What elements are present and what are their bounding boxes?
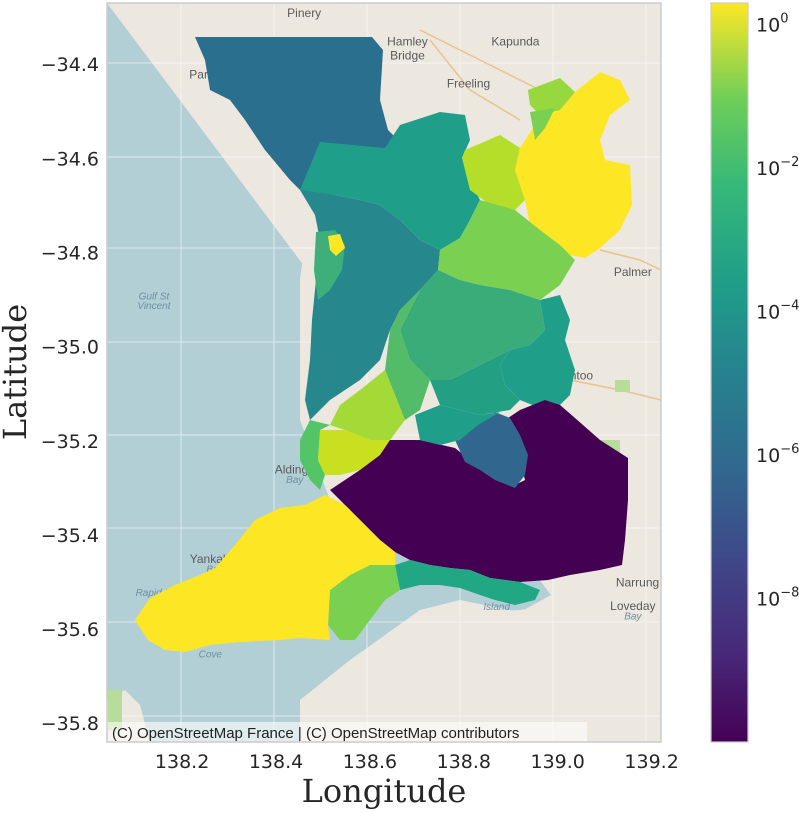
region-light-green-1 <box>462 135 525 210</box>
region-central-green-2 <box>385 290 430 420</box>
place-label: Loveday <box>610 599 655 613</box>
x-tick-label: 138.4 <box>249 751 303 773</box>
x-tick-label: 139.2 <box>624 751 678 773</box>
y-tick-label: −35.6 <box>41 619 99 641</box>
y-axis-title: Latitude <box>0 304 34 440</box>
x-tick-label: 138.6 <box>343 751 397 773</box>
place-label: Bay <box>286 475 304 486</box>
x-tick-label: 138.2 <box>155 751 209 773</box>
region-central-green <box>400 270 545 380</box>
region-light-green-2 <box>438 200 575 300</box>
place-label: Hamley <box>387 34 428 48</box>
colorbar-tick-label: 10−2 <box>756 155 799 180</box>
place-label: Bay <box>624 612 642 623</box>
place-label: Pinery <box>287 6 321 20</box>
park-patch <box>615 380 630 392</box>
region-port <box>328 234 345 256</box>
place-label: Kapunda <box>491 34 539 48</box>
place-label: Vincent <box>137 301 171 312</box>
region-north-teal <box>300 112 480 250</box>
y-axis: −34.4 −34.6 −34.8 −35.0 −35.2 −35.4 −35.6 −35.8 <box>41 54 99 735</box>
place-label: Gulf St <box>139 292 171 303</box>
colorbar: 100 10−2 10−4 10−6 10−8 <box>710 2 799 743</box>
place-label: Palmer <box>614 265 652 279</box>
region-sw-light <box>330 370 405 440</box>
y-tick-label: −34.4 <box>41 54 99 76</box>
x-axis-title: Longitude <box>302 772 467 810</box>
colorbar-ticks: 100 10−2 10−4 10−6 10−8 <box>756 12 799 611</box>
map-plot-area: PineryHamleyBridgeKapundaParhamFreelingP… <box>107 3 661 742</box>
colorbar-tick-label: 10−8 <box>756 586 799 611</box>
place-label: Bridge <box>390 48 425 62</box>
y-tick-label: −35.8 <box>41 713 99 735</box>
region-southeast <box>330 400 628 582</box>
y-tick-label: −35.0 <box>41 337 99 359</box>
region-southwest <box>135 495 395 652</box>
land-south <box>380 590 661 742</box>
attribution-text: (C) OpenStreetMap France | (C) OpenStree… <box>112 725 519 742</box>
region-ne-strip <box>530 108 555 140</box>
y-tick-label: −34.6 <box>41 148 99 170</box>
y-tick-label: −35.2 <box>41 431 99 453</box>
y-tick-label: −34.8 <box>41 242 99 264</box>
region-dark-blue <box>455 412 528 488</box>
y-tick-label: −35.4 <box>41 525 99 547</box>
choropleth <box>135 37 632 652</box>
colorbar-frame <box>710 2 749 743</box>
plot-frame <box>106 2 662 743</box>
place-label: Island <box>483 602 510 613</box>
region-sw-green <box>300 420 330 490</box>
region-east-teal-2 <box>430 350 520 415</box>
region-ne-small <box>528 78 575 115</box>
region-east-strip <box>415 405 500 445</box>
colorbar-tick-label: 10−6 <box>756 442 799 467</box>
x-tick-label: 138.8 <box>437 751 491 773</box>
region-sw-yellowgreen <box>318 430 390 475</box>
x-tick-label: 139.0 <box>531 751 585 773</box>
region-east-teal <box>500 295 575 408</box>
region-south-coastal <box>395 560 540 605</box>
attribution-bg <box>107 722 587 742</box>
place-label: Cove <box>199 649 223 660</box>
place-label: Narrung <box>616 576 659 590</box>
park-patch <box>108 690 122 730</box>
colorbar-gradient <box>711 3 748 742</box>
place-label: Freeling <box>447 77 490 91</box>
region-south-green <box>328 565 400 640</box>
colorbar-tick-label: 100 <box>756 12 788 37</box>
x-axis: 138.2 138.4 138.6 138.8 139.0 139.2 <box>155 751 679 773</box>
colorbar-tick-label: 10−4 <box>756 299 799 324</box>
